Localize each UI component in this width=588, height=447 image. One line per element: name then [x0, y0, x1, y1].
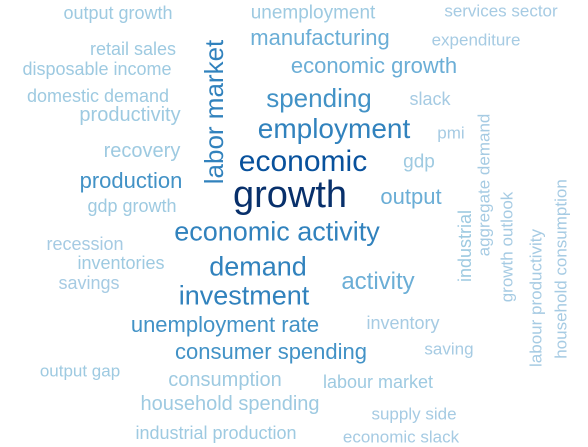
word-gdp-growth: gdp growth	[87, 196, 177, 216]
word-domestic-demand: domestic demand	[26, 86, 170, 106]
word-saving: saving	[424, 339, 474, 359]
word-aggregate-demand: aggregate demand	[474, 113, 494, 257]
word-unemployment: unemployment	[250, 2, 376, 24]
word-industrial-production: industrial production	[135, 423, 297, 443]
word-labour-productivity: labour productivity	[526, 229, 546, 367]
word-growth: growth	[232, 174, 348, 216]
word-output: output	[380, 184, 442, 209]
word-household-consumption: household consumption	[551, 179, 571, 359]
word-consumption: consumption	[168, 369, 282, 391]
word-consumer-spending: consumer spending	[174, 339, 368, 364]
word-productivity: productivity	[79, 104, 181, 126]
word-pmi: pmi	[437, 123, 465, 143]
word-expenditure: expenditure	[431, 30, 521, 50]
word-economic: economic	[238, 145, 368, 178]
word-industrial: industrial	[455, 209, 475, 283]
word-labor-market: labor market	[199, 39, 229, 185]
word-labour-market: labour market	[322, 372, 434, 392]
word-gdp: gdp	[403, 151, 435, 173]
word-services-sector: services sector	[444, 1, 558, 21]
word-economic-growth: economic growth	[290, 53, 458, 78]
word-recovery: recovery	[103, 140, 181, 162]
word-unemployment-rate: unemployment rate	[130, 312, 320, 337]
word-savings: savings	[58, 273, 120, 293]
word-demand: demand	[209, 251, 307, 282]
word-production: production	[79, 168, 183, 193]
word-inventories: inventories	[77, 253, 165, 273]
word-supply-side: supply side	[371, 404, 457, 424]
word-growth-outlook: growth outlook	[497, 191, 517, 303]
word-household-spending: household spending	[140, 393, 320, 415]
word-spending: spending	[266, 83, 372, 113]
word-slack: slack	[409, 89, 451, 109]
word-recession: recession	[46, 234, 124, 254]
word-disposable-income: disposable income	[22, 59, 172, 79]
word-economic-slack: economic slack	[342, 427, 460, 447]
word-economic-activity: economic activity	[174, 216, 380, 247]
word-output-gap: output gap	[39, 361, 121, 381]
word-retail-sales: retail sales	[89, 39, 177, 59]
word-manufacturing: manufacturing	[250, 25, 390, 50]
word-inventory: inventory	[366, 313, 440, 333]
word-investment: investment	[178, 280, 310, 311]
word-activity: activity	[341, 268, 415, 295]
word-output-growth: output growth	[63, 3, 173, 23]
word-employment: employment	[257, 113, 411, 144]
